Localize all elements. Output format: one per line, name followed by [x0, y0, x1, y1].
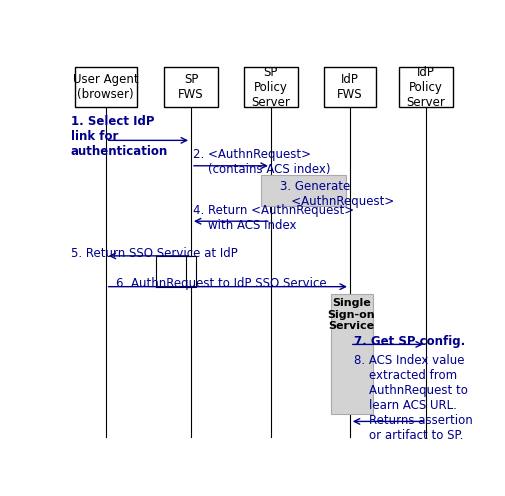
Text: SP
Policy
Server: SP Policy Server: [251, 66, 290, 109]
Text: 4. Return <AuthnRequest>
    with ACS Index: 4. Return <AuthnRequest> with ACS Index: [193, 204, 355, 232]
Text: IdP
Policy
Server: IdP Policy Server: [407, 66, 445, 109]
Text: 1. Select IdP
link for
authentication: 1. Select IdP link for authentication: [71, 115, 168, 158]
Bar: [261, 175, 346, 206]
Bar: [164, 67, 218, 107]
Text: 3. Generate
   <AuthnRequest>: 3. Generate <AuthnRequest>: [280, 181, 394, 208]
Text: 7. Get SP config.: 7. Get SP config.: [354, 335, 465, 348]
Text: 5. Return SSO Service at IdP: 5. Return SSO Service at IdP: [71, 247, 238, 259]
Bar: [185, 256, 196, 287]
Text: 6. AuthnRequest to IdP SSO Service: 6. AuthnRequest to IdP SSO Service: [116, 277, 326, 290]
Text: 8. ACS Index value
    extracted from
    AuthnRequest to
    learn ACS URL.
   : 8. ACS Index value extracted from AuthnR…: [354, 355, 473, 442]
Text: Single
Sign-on
Service: Single Sign-on Service: [328, 298, 375, 331]
Bar: [244, 67, 298, 107]
Text: IdP
FWS: IdP FWS: [337, 73, 363, 101]
Bar: [399, 67, 453, 107]
Bar: [330, 294, 373, 414]
Text: 2. <AuthnRequest>
    (contains ACS index): 2. <AuthnRequest> (contains ACS index): [193, 148, 331, 176]
Bar: [75, 67, 137, 107]
Bar: [324, 67, 376, 107]
Text: SP
FWS: SP FWS: [178, 73, 204, 101]
Text: User Agent
(browser): User Agent (browser): [73, 73, 138, 101]
